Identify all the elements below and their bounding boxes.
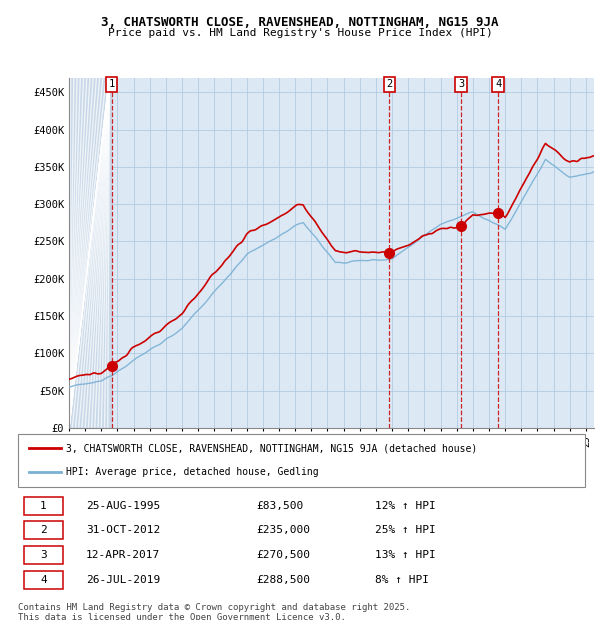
- Text: 8% ↑ HPI: 8% ↑ HPI: [375, 575, 429, 585]
- Text: 3, CHATSWORTH CLOSE, RAVENSHEAD, NOTTINGHAM, NG15 9JA (detached house): 3, CHATSWORTH CLOSE, RAVENSHEAD, NOTTING…: [66, 443, 478, 453]
- Text: £83,500: £83,500: [256, 501, 304, 511]
- Text: 13% ↑ HPI: 13% ↑ HPI: [375, 550, 436, 560]
- Text: 2: 2: [386, 79, 392, 89]
- FancyBboxPatch shape: [23, 546, 64, 564]
- Text: HPI: Average price, detached house, Gedling: HPI: Average price, detached house, Gedl…: [66, 467, 319, 477]
- Text: 3: 3: [458, 79, 464, 89]
- Text: 12-APR-2017: 12-APR-2017: [86, 550, 160, 560]
- Text: 26-JUL-2019: 26-JUL-2019: [86, 575, 160, 585]
- Text: 2: 2: [40, 525, 47, 535]
- Text: Contains HM Land Registry data © Crown copyright and database right 2025.
This d: Contains HM Land Registry data © Crown c…: [18, 603, 410, 620]
- FancyBboxPatch shape: [18, 434, 585, 487]
- Text: 3: 3: [40, 550, 47, 560]
- Text: 4: 4: [495, 79, 502, 89]
- FancyBboxPatch shape: [23, 521, 64, 539]
- Text: 1: 1: [109, 79, 115, 89]
- Text: 25% ↑ HPI: 25% ↑ HPI: [375, 525, 436, 535]
- Text: £270,500: £270,500: [256, 550, 310, 560]
- Text: £288,500: £288,500: [256, 575, 310, 585]
- FancyBboxPatch shape: [23, 570, 64, 589]
- Text: 25-AUG-1995: 25-AUG-1995: [86, 501, 160, 511]
- Text: 4: 4: [40, 575, 47, 585]
- FancyBboxPatch shape: [23, 497, 64, 515]
- Text: Price paid vs. HM Land Registry's House Price Index (HPI): Price paid vs. HM Land Registry's House …: [107, 28, 493, 38]
- Text: 12% ↑ HPI: 12% ↑ HPI: [375, 501, 436, 511]
- Text: 31-OCT-2012: 31-OCT-2012: [86, 525, 160, 535]
- Text: 1: 1: [40, 501, 47, 511]
- Text: £235,000: £235,000: [256, 525, 310, 535]
- Text: 3, CHATSWORTH CLOSE, RAVENSHEAD, NOTTINGHAM, NG15 9JA: 3, CHATSWORTH CLOSE, RAVENSHEAD, NOTTING…: [101, 16, 499, 29]
